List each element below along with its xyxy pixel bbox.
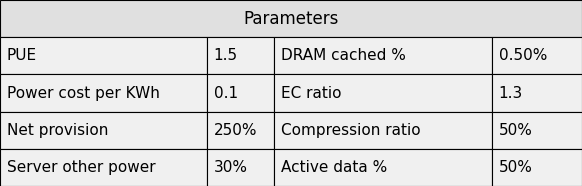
Bar (492, 112, 582, 149)
Text: 50%: 50% (499, 160, 533, 175)
Text: EC ratio: EC ratio (281, 86, 341, 100)
Bar (274, 74, 492, 112)
Text: Active data %: Active data % (281, 160, 387, 175)
Bar (492, 149, 582, 186)
Text: Server other power: Server other power (7, 160, 155, 175)
Bar (0, 149, 207, 186)
Bar (274, 37, 492, 74)
Bar (274, 149, 492, 186)
Bar (0, 74, 207, 112)
Text: 0.1: 0.1 (214, 86, 237, 100)
Bar (207, 112, 274, 149)
Bar (207, 37, 274, 74)
Bar (492, 74, 582, 112)
Text: Compression ratio: Compression ratio (281, 123, 420, 138)
Text: 30%: 30% (214, 160, 247, 175)
Text: PUE: PUE (7, 48, 37, 63)
Bar (207, 149, 274, 186)
Text: 0.50%: 0.50% (499, 48, 547, 63)
Text: DRAM cached %: DRAM cached % (281, 48, 406, 63)
Bar (0, 112, 207, 149)
Bar (274, 112, 492, 149)
Text: 50%: 50% (499, 123, 533, 138)
Text: Power cost per KWh: Power cost per KWh (7, 86, 160, 100)
Bar (492, 37, 582, 74)
Text: 1.3: 1.3 (499, 86, 523, 100)
Text: 250%: 250% (214, 123, 257, 138)
Bar (207, 74, 274, 112)
Text: Parameters: Parameters (243, 10, 339, 28)
Bar (0, 37, 207, 74)
Text: Net provision: Net provision (7, 123, 108, 138)
Bar (0, 0, 582, 37)
Text: 1.5: 1.5 (214, 48, 237, 63)
